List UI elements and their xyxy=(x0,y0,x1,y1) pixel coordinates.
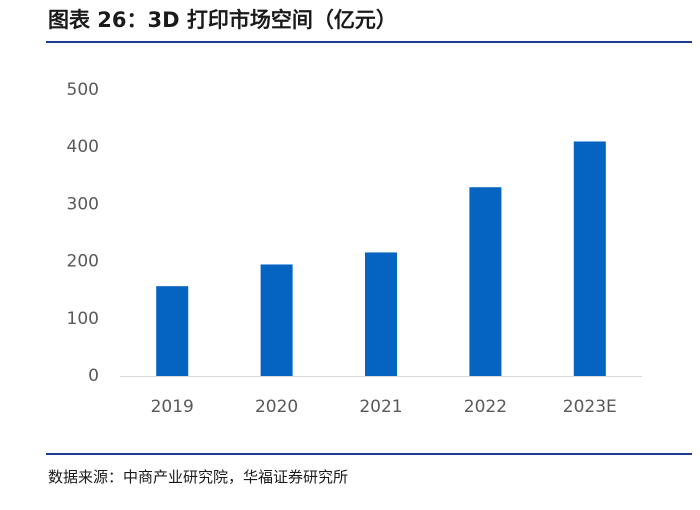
y-tick-label: 500 xyxy=(67,80,99,100)
x-tick-label: 2021 xyxy=(359,397,402,417)
bar-chart: 0 100 200 300 400 500 2019 2020 2021 2022 2023E xyxy=(67,80,642,417)
bar-2021 xyxy=(365,252,397,376)
bar-2022 xyxy=(469,187,502,376)
y-tick-label: 0 xyxy=(88,366,99,386)
source-divider xyxy=(46,453,692,455)
bar-2020 xyxy=(260,264,293,376)
y-axis-ticks: 0 100 200 300 400 500 xyxy=(67,80,99,386)
figure-title: 图表 26：3D 打印市场空间（亿元） xyxy=(48,8,397,32)
x-tick-label: 2020 xyxy=(255,397,298,417)
x-tick-label: 2019 xyxy=(151,397,194,417)
title-divider xyxy=(46,41,692,43)
bar-2019 xyxy=(156,286,189,376)
y-tick-label: 400 xyxy=(67,137,99,157)
x-axis-ticks: 2019 2020 2021 2022 2023E xyxy=(151,397,617,417)
bars xyxy=(156,141,606,376)
source-note: 数据来源：中商产业研究院，华福证券研究所 xyxy=(48,468,349,486)
bar-2023E xyxy=(573,141,606,376)
x-tick-label: 2022 xyxy=(464,397,507,417)
y-tick-label: 200 xyxy=(67,252,99,272)
x-tick-label: 2023E xyxy=(563,397,617,417)
y-tick-label: 300 xyxy=(67,194,99,214)
y-tick-label: 100 xyxy=(67,309,99,329)
